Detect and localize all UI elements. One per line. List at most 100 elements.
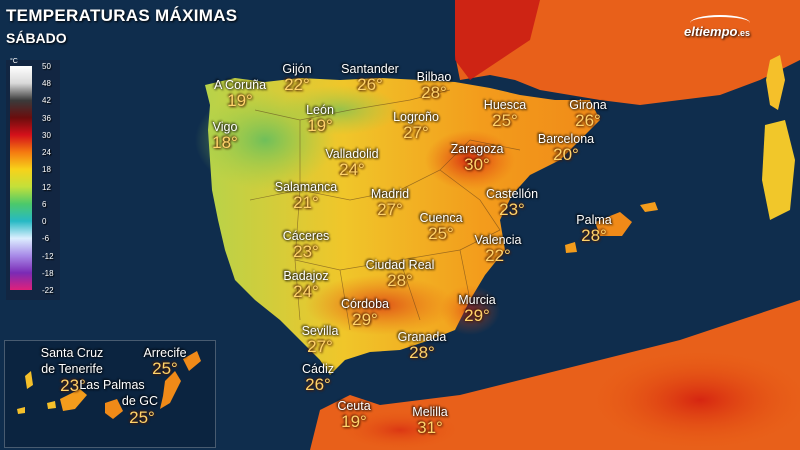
city-temp-a-coruna: 19° — [227, 91, 253, 110]
city-temp-valencia: 22° — [485, 246, 511, 265]
city-temp-salamanca: 21° — [293, 193, 319, 212]
la-palma-island — [25, 371, 33, 389]
city-temp-huesca: 25° — [492, 111, 518, 130]
el-hierro-island — [17, 407, 25, 414]
legend-value: 6 — [42, 199, 47, 209]
city-label-barcelona: Barcelona — [537, 132, 595, 146]
city-label-ciudad-real: Ciudad Real — [365, 258, 435, 272]
city-label-cuenca: Cuenca — [419, 211, 463, 225]
menorca-island — [640, 202, 658, 212]
canary-islands-map — [17, 351, 201, 419]
city-temp-badajoz: 24° — [293, 282, 319, 301]
map-subtitle: SÁBADO — [6, 30, 67, 46]
city-temp-logrono: 27° — [403, 123, 429, 142]
city-temp-madrid: 27° — [377, 200, 403, 219]
city-temp-santander: 26° — [357, 75, 383, 94]
legend-value: 48 — [42, 79, 51, 89]
legend-value: -6 — [42, 234, 50, 244]
city-temp-zaragoza: 30° — [464, 155, 490, 174]
city-label-badajoz: Badajoz — [283, 269, 329, 283]
city-label-ceuta: Ceuta — [337, 399, 371, 413]
region-borders — [249, 89, 521, 331]
brand-arc-icon — [690, 15, 750, 31]
city-label-cordoba: Córdoba — [341, 297, 389, 311]
city-temp-melilla: 31° — [417, 418, 443, 437]
canary-islands-inset — [4, 340, 216, 448]
legend-value: 36 — [42, 113, 51, 123]
ebro-hot-zone — [425, 130, 515, 190]
legend-value: 24 — [42, 148, 51, 158]
canarias-label-line2-santa-cruz-de-tenerife: de Tenerife — [41, 362, 103, 376]
corsica-island — [766, 55, 785, 110]
lanzarote-island — [183, 351, 201, 371]
city-label-leon: León — [306, 103, 334, 117]
city-temp-cuenca: 25° — [428, 224, 454, 243]
legend-value: -12 — [42, 251, 54, 261]
canarias-label-santa-cruz-de-tenerife: Santa Cruz — [40, 346, 104, 360]
tenerife-island — [60, 389, 87, 411]
brand-name: eltiempo — [684, 24, 738, 39]
gran-canaria-island — [105, 399, 123, 419]
canarias-label-line2-las-palmas-de-gc: de GC — [121, 394, 159, 408]
canarias-temp-arrecife: 25° — [152, 359, 178, 378]
city-label-zaragoza: Zaragoza — [450, 142, 504, 156]
morocco-hot-zone — [340, 410, 460, 450]
cantabria-cool-zone — [280, 85, 400, 135]
city-temp-valladolid: 24° — [339, 160, 365, 179]
map-title: TEMPERATURAS MÁXIMAS — [6, 6, 238, 25]
city-temp-ciudad-real: 28° — [387, 271, 413, 290]
city-temp-sevilla: 27° — [307, 337, 333, 356]
france-hot-zone — [455, 0, 540, 80]
canarias-temp-santa-cruz-de-tenerife: 23° — [60, 376, 86, 395]
canarias-label-las-palmas-de-gc: Las Palmas — [79, 378, 145, 392]
legend-value: 18 — [42, 165, 51, 175]
sardinia-island — [762, 120, 795, 220]
city-label-madrid: Madrid — [370, 187, 410, 201]
legend-value: 42 — [42, 96, 51, 106]
city-label-a-coruna: A Coruña — [213, 78, 267, 92]
city-label-salamanca: Salamanca — [274, 180, 338, 194]
city-temp-gijon: 22° — [284, 75, 310, 94]
city-label-girona: Girona — [569, 98, 607, 112]
city-label-cadiz: Cádiz — [302, 362, 334, 376]
city-label-melilla: Melilla — [412, 405, 448, 419]
city-temp-granada: 28° — [409, 343, 435, 362]
city-temp-murcia: 29° — [464, 306, 490, 325]
la-gomera-island — [47, 401, 56, 409]
city-temp-girona: 26° — [575, 111, 601, 130]
city-label-palma: Palma — [576, 213, 612, 227]
city-label-valencia: Valencia — [474, 233, 522, 247]
legend-value: 30 — [42, 130, 51, 140]
city-label-caceres: Cáceres — [282, 229, 330, 243]
canarias-label-arrecife: Arrecife — [143, 346, 187, 360]
legend-value: 50 — [42, 62, 51, 71]
city-temp-vigo: 18° — [212, 133, 238, 152]
legend-unit: °C — [10, 58, 18, 65]
city-temp-cordoba: 29° — [352, 310, 378, 329]
murcia-hot-zone — [440, 285, 500, 335]
city-label-huesca: Huesca — [483, 98, 527, 112]
fuerteventura-island — [160, 371, 181, 409]
legend-value: 0 — [42, 217, 47, 227]
legend-value: 12 — [42, 182, 51, 192]
city-label-murcia: Murcia — [458, 293, 496, 307]
city-temp-leon: 19° — [307, 116, 333, 135]
brand-suffix: .es — [737, 28, 750, 38]
mallorca-island — [595, 212, 632, 236]
city-temp-barcelona: 20° — [553, 145, 579, 164]
city-label-sevilla: Sevilla — [301, 324, 339, 338]
legend-value: -18 — [42, 268, 54, 278]
city-temp-palma: 28° — [581, 226, 607, 245]
city-temp-ceuta: 19° — [341, 412, 367, 431]
city-label-santander: Santander — [341, 62, 399, 76]
city-temp-caceres: 23° — [293, 242, 319, 261]
city-label-granada: Granada — [397, 330, 447, 344]
legend-color-bar — [10, 66, 32, 290]
brand-logo: eltiempo.es — [684, 24, 750, 39]
city-label-castellon: Castellón — [485, 187, 539, 201]
canarias-temp-las-palmas-de-gc: 25° — [129, 408, 155, 427]
city-temp-castellon: 23° — [499, 200, 525, 219]
legend-value: -22 — [42, 286, 54, 295]
city-temp-cadiz: 26° — [305, 375, 331, 394]
